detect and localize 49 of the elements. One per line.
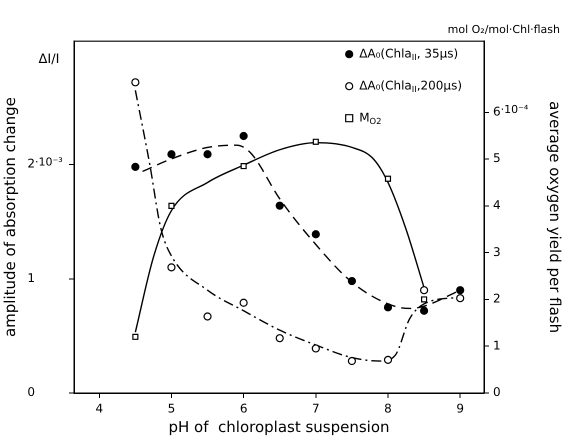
point <box>312 230 320 238</box>
point <box>384 303 392 312</box>
point <box>312 138 319 145</box>
y-axis-title: amplitude of absorption change <box>0 97 19 338</box>
point <box>421 296 428 303</box>
text: mol O₂/mol·Chl·flash <box>448 23 560 36</box>
y2-tick-label: 0 <box>493 385 501 400</box>
point <box>420 286 428 294</box>
point <box>456 286 464 294</box>
point <box>384 356 392 364</box>
point <box>168 202 175 209</box>
y2-tick-label: 3 <box>493 244 501 259</box>
point <box>348 276 356 286</box>
point <box>240 132 248 140</box>
point <box>240 298 248 307</box>
point <box>276 202 284 210</box>
x-tick-label: 7 <box>312 401 320 416</box>
point <box>167 263 176 272</box>
x-tick-label: 5 <box>168 401 176 416</box>
y2-tick-label: 1 <box>493 338 501 352</box>
y2-tick-label: 2 <box>493 292 501 306</box>
point <box>203 150 212 158</box>
y-tick-label: 1 <box>27 270 35 285</box>
point <box>276 334 284 342</box>
point <box>131 162 140 171</box>
point <box>167 150 176 158</box>
point <box>348 356 356 366</box>
x-axis-title: pH of chloroplast suspension <box>168 418 390 436</box>
x-tick-label: 4 <box>95 401 104 416</box>
point <box>384 176 392 182</box>
point <box>456 294 464 302</box>
point <box>312 344 320 353</box>
x-tick-label: 8 <box>384 401 392 416</box>
point <box>203 312 212 321</box>
y2-tick-label: 6 <box>493 104 501 118</box>
x-tick-label: 9 <box>456 401 464 416</box>
text: ΔI/I <box>38 52 60 68</box>
point <box>132 334 138 340</box>
y2-tick-label: 5 <box>493 151 501 166</box>
y-tick-label: 2 <box>27 156 35 171</box>
text: ·10⁻⁴ <box>500 103 529 116</box>
point <box>131 78 140 86</box>
y-tick-label: 0 <box>27 385 35 400</box>
text: ·10⁻³ <box>35 155 63 168</box>
point <box>240 163 247 170</box>
y2-axis-title: average oxygen yield per flash <box>546 101 564 334</box>
point <box>420 306 428 315</box>
x-tick-label: 6 <box>240 401 248 416</box>
y2-tick-label: 4 <box>493 198 501 212</box>
